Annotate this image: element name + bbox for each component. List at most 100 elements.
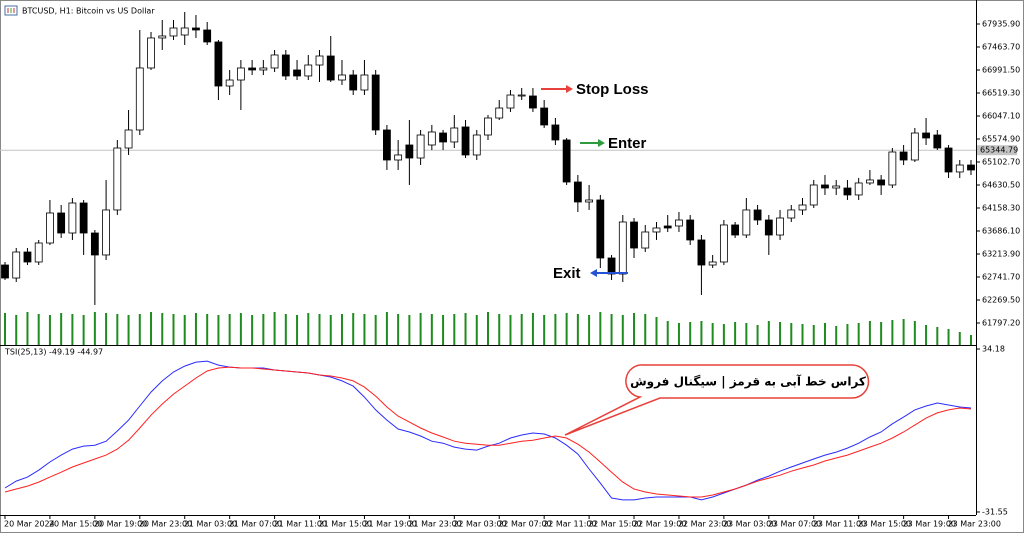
volume-bar — [543, 315, 546, 345]
candle-body — [854, 182, 863, 196]
candle-body — [203, 29, 212, 43]
y-tick-label: 67935.90 — [982, 19, 1020, 28]
candle-body — [719, 224, 728, 263]
volume-bar — [93, 312, 96, 345]
candle-body — [742, 209, 751, 236]
x-tick-label: 21 Mar 07:00 — [229, 520, 282, 529]
volume-bar — [217, 315, 220, 345]
volume-bar — [734, 322, 737, 345]
x-tick-label: 20 Mar 2024 — [4, 520, 55, 529]
candle-body — [68, 202, 77, 234]
candle-body — [135, 67, 144, 131]
candle-body — [933, 134, 942, 149]
candle-body — [315, 55, 324, 66]
callout-text: کراس خط آبی به قرمز | سیگنال فروش — [630, 374, 866, 390]
volume-bar — [610, 314, 613, 345]
candle-body — [708, 261, 717, 266]
x-tick-label: 21 Mar 15:00 — [319, 520, 372, 529]
candle-body — [427, 131, 436, 146]
volume-bar — [790, 323, 793, 345]
indicator-title: TSI(25,13) -49.19 -44.97 — [4, 348, 103, 357]
callout-box — [564, 364, 870, 436]
volume-bar — [273, 312, 276, 345]
candle-body — [506, 94, 515, 109]
volume-bar — [621, 315, 624, 345]
candle-body — [809, 184, 818, 206]
candle-body — [484, 117, 492, 136]
volume-bar — [385, 312, 388, 345]
candle-body — [731, 224, 740, 236]
volume-bar — [902, 319, 905, 345]
candle-body — [158, 35, 167, 39]
volume-bar — [15, 315, 18, 345]
candle-body — [832, 185, 841, 189]
y-tick-label: 34.18 — [982, 345, 1005, 354]
volume-bar — [475, 315, 478, 345]
x-tick-label: 21 Mar 19:00 — [363, 520, 416, 529]
volume-bar — [868, 321, 871, 345]
candle-body — [922, 132, 930, 139]
candle-body — [776, 217, 784, 236]
symbol-icon — [4, 5, 18, 16]
x-tick-label: 20 Mar 15:00 — [49, 520, 102, 529]
candle-body — [349, 74, 358, 91]
volume-bar — [767, 321, 770, 345]
candle-body — [90, 232, 99, 256]
arrow-head — [590, 269, 597, 277]
volume-bar — [722, 324, 725, 345]
volume-bar — [239, 313, 242, 345]
volume-bar — [284, 314, 287, 345]
candle-body — [416, 134, 425, 159]
volume-bar — [745, 323, 748, 345]
volume-bar — [116, 314, 119, 345]
x-tick-label: 23 Mar 19:00 — [903, 520, 956, 529]
price-label-box — [977, 145, 1017, 156]
candle-body — [360, 74, 369, 91]
candle-body — [214, 41, 223, 87]
x-tick-label: 23 Mar 11:00 — [813, 520, 866, 529]
volume-bar — [105, 313, 108, 345]
volume-bar — [307, 313, 310, 345]
x-tick-label: 23 Mar 03:00 — [723, 520, 776, 529]
y-tick-label: -31.55 — [982, 507, 1008, 516]
candle-body — [618, 221, 627, 275]
candle-body — [787, 209, 796, 219]
volume-bar — [37, 314, 40, 345]
y-tick-label: 67463.70 — [982, 42, 1020, 51]
candle-body — [439, 132, 447, 143]
volume-bar — [419, 313, 422, 345]
candle-body — [551, 124, 560, 141]
y-tick-label: 66519.30 — [982, 89, 1020, 98]
x-tick-label: 22 Mar 07:00 — [498, 520, 551, 529]
volume-bar — [835, 326, 838, 345]
candle-body — [596, 199, 605, 259]
y-tick-label: 63213.90 — [982, 250, 1020, 259]
candle-body — [338, 74, 346, 81]
volume-bar — [700, 321, 703, 345]
candle-body — [461, 126, 470, 156]
volume-bar — [891, 320, 894, 345]
volume-bar — [172, 314, 175, 345]
volume-bar — [442, 315, 445, 345]
volume-bar — [846, 324, 849, 345]
x-tick-label: 22 Mar 23:00 — [678, 520, 731, 529]
volume-bar — [228, 314, 231, 345]
x-tick-label: 21 Mar 03:00 — [184, 520, 237, 529]
candle-body — [798, 204, 807, 211]
volume-bar — [161, 313, 164, 345]
candle-body — [663, 225, 672, 229]
volume-bar — [397, 314, 400, 345]
candle-body — [124, 129, 133, 149]
volume-bar — [183, 315, 186, 345]
y-tick-label: 63686.10 — [982, 227, 1020, 236]
x-tick-label: 20 Mar 23:00 — [139, 520, 192, 529]
arrow-head — [566, 85, 573, 93]
candle-body — [843, 187, 852, 196]
candle-body — [1, 264, 9, 279]
candle-body — [34, 242, 43, 263]
volume-bar — [262, 314, 265, 345]
volume-bar — [352, 313, 355, 345]
x-tick-label: 22 Mar 15:00 — [588, 520, 641, 529]
volume-bar — [666, 321, 669, 345]
candle-body — [573, 181, 582, 203]
